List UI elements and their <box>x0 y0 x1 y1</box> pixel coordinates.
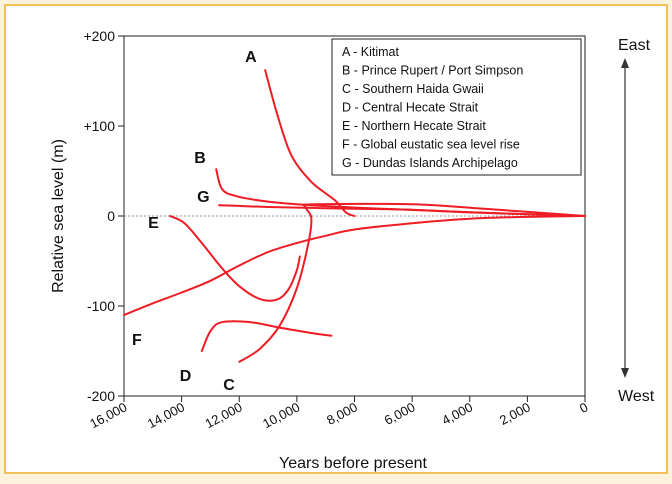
x-tick-label: 8,000 <box>324 399 360 428</box>
y-tick-label: 0 <box>107 208 115 224</box>
x-tick-label: 6,000 <box>382 399 418 428</box>
y-tick-label: +200 <box>83 28 115 44</box>
east-label: East <box>618 37 651 54</box>
legend-entry: F - Global eustatic sea level rise <box>342 138 520 152</box>
figure-frame: +200 +100 0 -100 -200 16,000 14,000 12,000 10,00… <box>4 4 668 474</box>
legend-entry: A - Kitimat <box>342 45 399 59</box>
y-tick-label: -200 <box>87 388 115 404</box>
x-tick-label: 16,000 <box>87 399 129 431</box>
legend-entry: C - Southern Haida Gwaii <box>342 82 484 96</box>
west-label: West <box>618 388 655 405</box>
x-tick-label: 14,000 <box>145 399 187 431</box>
legend-entry: E - Northern Hecate Strait <box>342 119 486 133</box>
curve-label-b: B <box>194 150 206 167</box>
legend-entry: B - Prince Rupert / Port Simpson <box>342 64 523 78</box>
x-tick-label: 10,000 <box>260 399 302 431</box>
x-tick-label: 4,000 <box>439 399 475 428</box>
y-tick-label: -100 <box>87 298 115 314</box>
curve-label-f: F <box>132 332 142 349</box>
curve-e <box>169 215 301 302</box>
curve-label-g: G <box>197 189 209 206</box>
east-west-arrow <box>621 58 629 378</box>
legend: A - Kitimat B - Prince Rupert / Port Simp… <box>331 38 582 176</box>
curve-label-c: C <box>223 377 235 394</box>
x-tick-label: 0 <box>577 399 590 416</box>
sea-level-curves <box>123 69 586 363</box>
x-axis-label: Years before present <box>279 455 428 472</box>
curve-label-e: E <box>148 215 159 232</box>
x-tick-label: 12,000 <box>203 399 245 431</box>
curve-f <box>123 215 586 316</box>
legend-box <box>331 38 582 176</box>
curve-label-a: A <box>245 49 257 66</box>
curve-g <box>218 204 586 217</box>
legend-entry: G - Dundas Islands Archipelago <box>342 156 518 170</box>
legend-entry: D - Central Hecate Strait <box>342 101 479 115</box>
curve-letters: A B C D E F G <box>132 49 257 394</box>
x-tick-label: 2,000 <box>497 399 533 428</box>
y-axis-label: Relative sea level (m) <box>50 139 67 293</box>
curve-c <box>238 202 586 363</box>
curve-d <box>200 320 333 352</box>
y-tick-label: +100 <box>83 118 115 134</box>
curve-a <box>264 69 356 217</box>
curve-label-d: D <box>180 368 192 385</box>
